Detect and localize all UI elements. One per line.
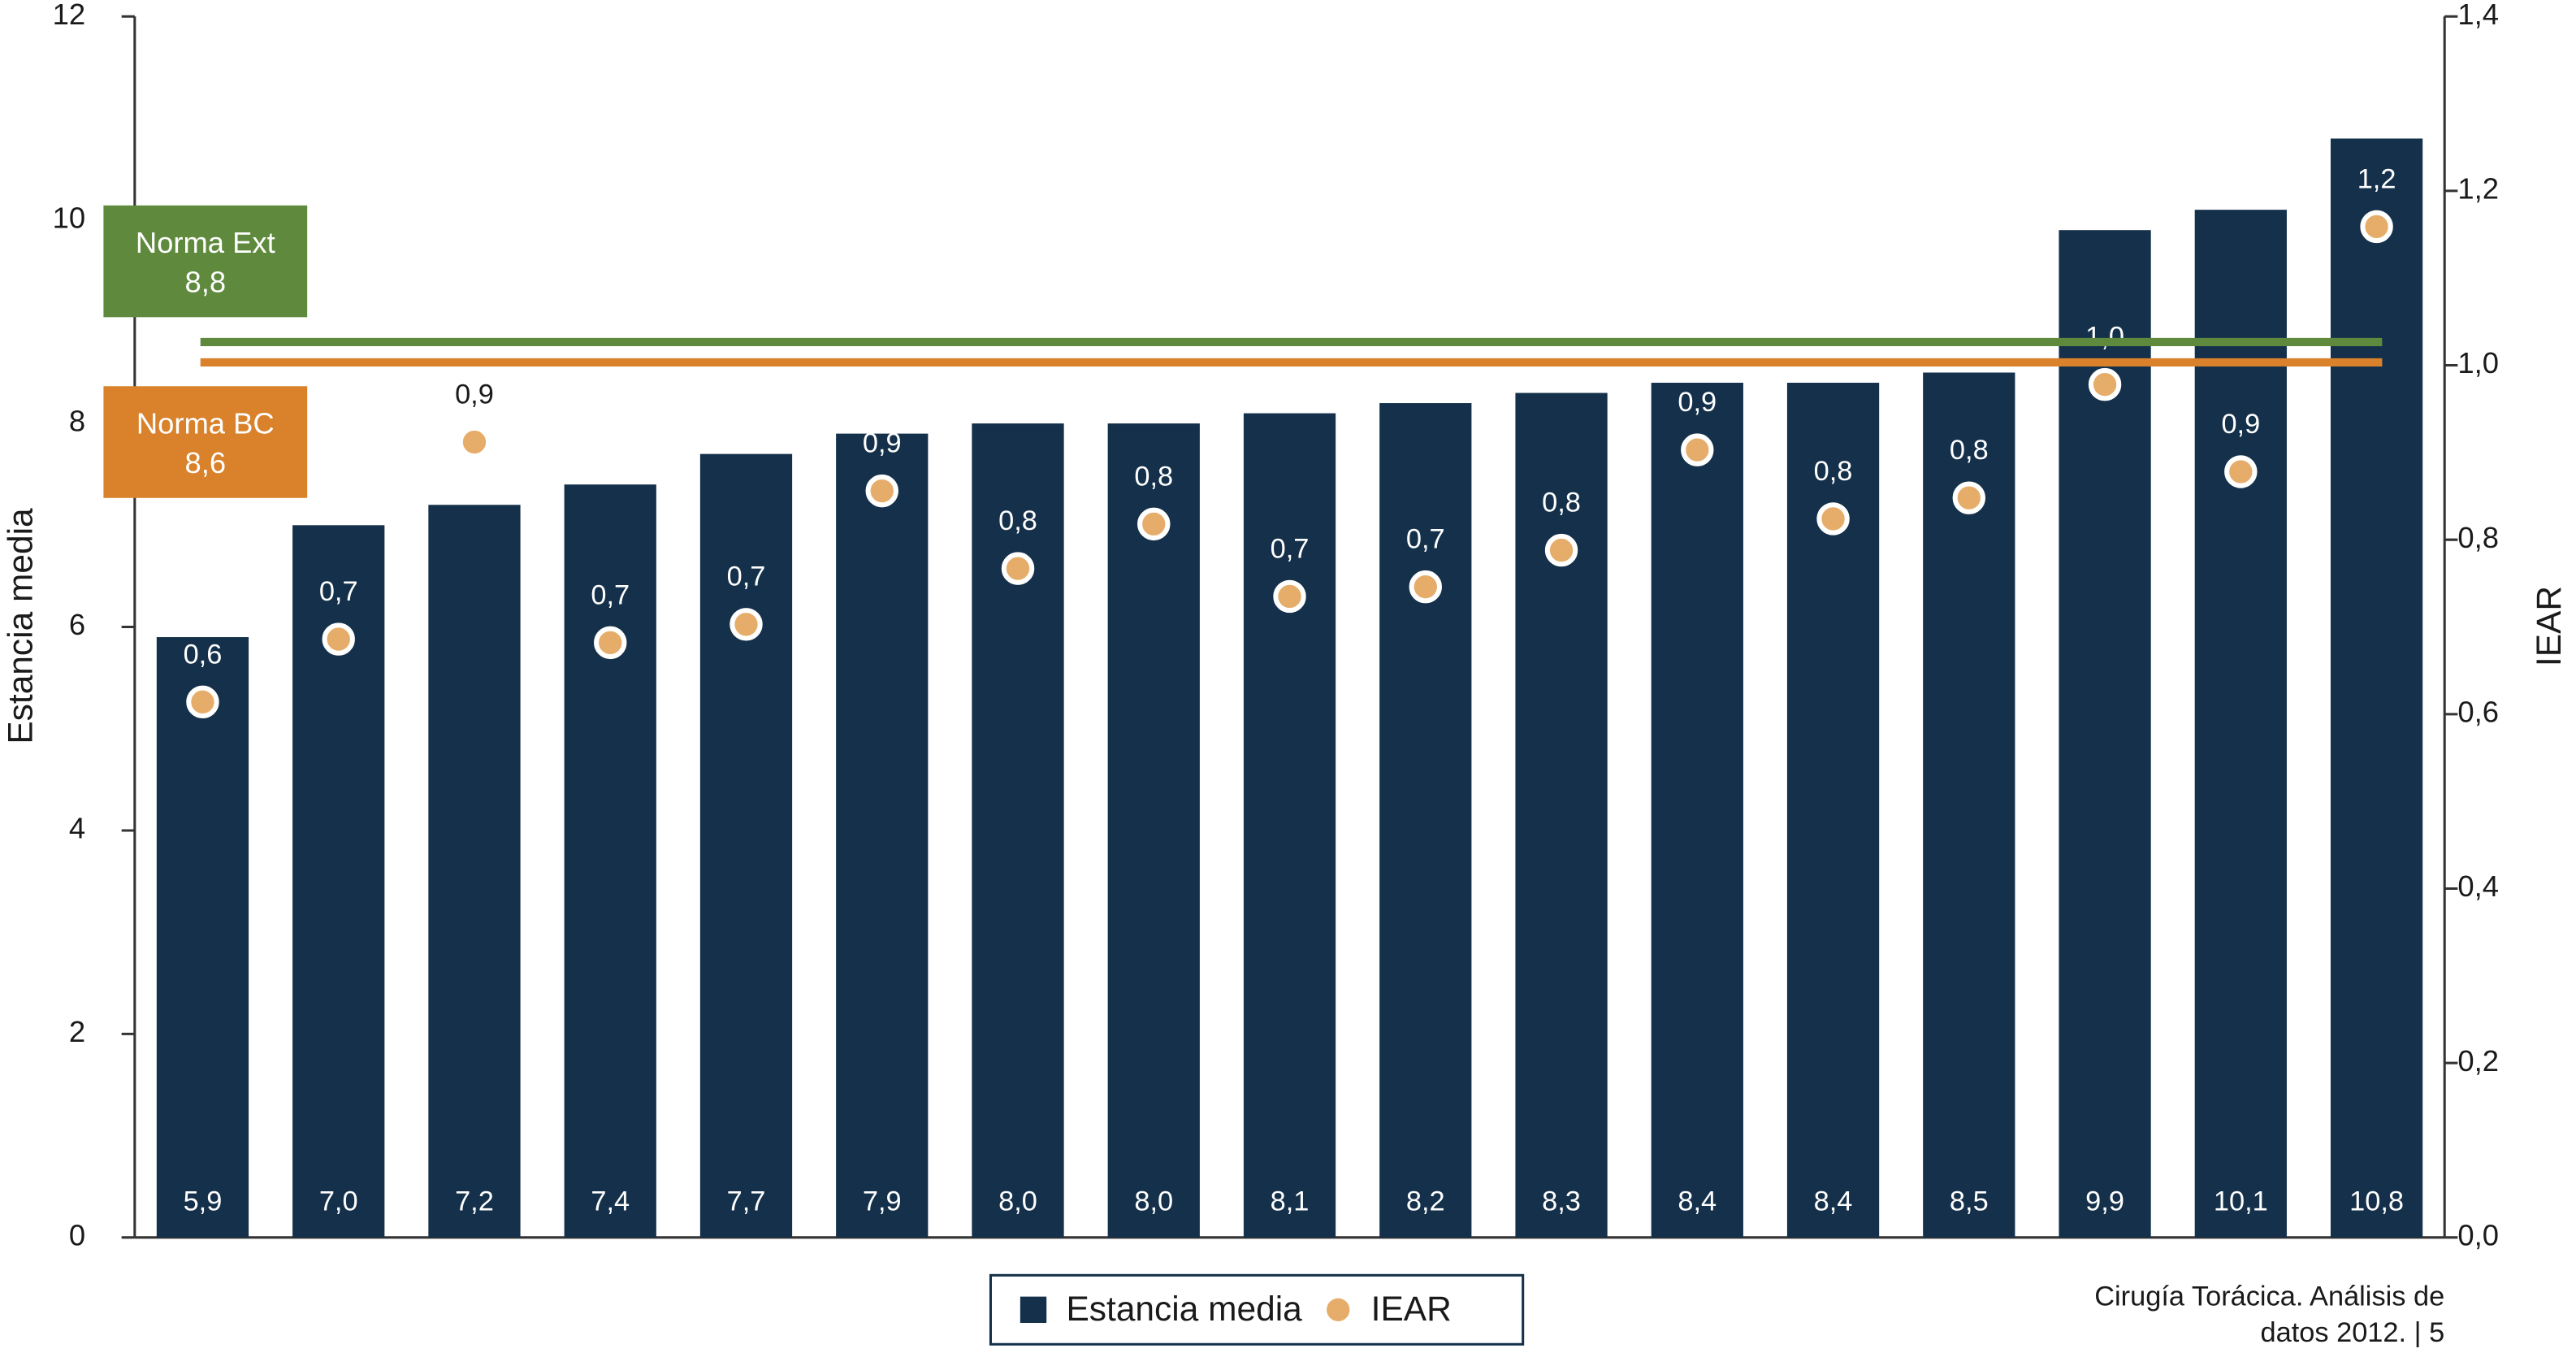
bar-value-label: 7,4 [591,1186,630,1216]
dot [457,425,491,459]
y2-tick-label: 1,2 [2457,171,2499,205]
reference-box [103,386,308,498]
dot-value-label: 1,0 [2085,322,2124,353]
legend-box [989,1273,1525,1346]
reference-name: Norma Ext [136,226,275,259]
bar [564,484,656,1238]
reference-value: 8,8 [184,265,226,298]
y2-tick-label: 0,6 [2457,695,2499,728]
bar [836,433,929,1238]
bar-value-label: 7,7 [727,1186,766,1216]
y-tick-label: 10 [53,201,85,234]
bar-value-label: 8,3 [1542,1186,1581,1216]
bar [2330,138,2423,1238]
dot-value-label: 0,9 [863,428,902,459]
y-tick-label: 12 [53,0,85,31]
dot [1544,533,1578,567]
y2-tick-label: 0,2 [2457,1044,2499,1078]
dot [2360,210,2393,244]
dot-value-label: 0,8 [998,505,1037,536]
dot [186,685,219,719]
dot-value-label: 0,6 [184,639,223,670]
dot-value-label: 0,9 [455,379,494,410]
dot [865,474,898,508]
reference-value: 8,6 [184,446,226,479]
bar [1243,413,1336,1238]
dot-value-label: 0,7 [1406,524,1445,555]
bar-value-label: 5,9 [184,1186,223,1216]
bar-value-label: 7,0 [319,1186,358,1216]
bar-value-label: 8,1 [1271,1186,1310,1216]
dot [2088,367,2122,401]
reference-box [103,205,308,318]
y-tick-label: 8 [69,405,85,438]
bar-value-label: 8,0 [1134,1186,1173,1216]
dot [1137,507,1171,541]
dot [1409,570,1443,604]
dot [1681,433,1714,466]
source-note: Cirugía Torácica. Análisis de [2094,1281,2444,1312]
dot-value-label: 0,8 [1134,461,1173,492]
bar-value-label: 8,0 [998,1186,1037,1216]
dot [1001,552,1035,585]
bar [1379,403,1472,1238]
y2-tick-label: 0,0 [2457,1218,2499,1251]
bar-value-label: 10,8 [2349,1186,2404,1216]
source-note: datos 2012. | 5 [2260,1317,2444,1348]
bar [428,505,521,1238]
y2-tick-label: 1,4 [2457,0,2499,31]
y-axis-label: Estancia media [2,508,40,744]
dot-value-label: 0,7 [727,562,766,592]
dot-value-label: 0,7 [319,576,358,607]
dot-value-label: 1,2 [2357,163,2396,194]
dot [322,622,355,656]
legend-label: IEAR [1371,1290,1452,1328]
y2-axis-label: IEAR [2530,586,2568,666]
y2-tick-label: 0,8 [2457,521,2499,554]
dot-value-label: 0,8 [1814,456,1853,487]
bar-value-label: 7,2 [455,1186,494,1216]
dot [730,608,763,641]
dot-value-label: 0,9 [2221,409,2260,440]
bar [156,637,249,1238]
bar-value-label: 7,9 [863,1186,902,1216]
y2-tick-label: 0,4 [2457,869,2499,903]
dot [1273,579,1306,614]
bar [699,453,793,1238]
legend-swatch [1327,1298,1350,1321]
dot [594,626,627,660]
dot-value-label: 0,7 [1271,533,1310,564]
bar-value-label: 8,5 [1950,1186,1989,1216]
dot-value-label: 0,8 [1950,435,1989,466]
bar [2194,210,2287,1238]
bar-value-label: 8,2 [1406,1186,1445,1216]
dot [2224,455,2258,488]
reference-name: Norma BC [136,406,275,440]
y2-tick-label: 1,0 [2457,346,2499,379]
y-tick-label: 0 [69,1218,85,1251]
dot-value-label: 0,9 [1678,387,1717,418]
bar [1651,383,1743,1238]
dot [1952,481,1986,514]
bar-value-label: 8,4 [1678,1186,1717,1216]
legend-swatch [1020,1296,1047,1323]
bar-value-label: 8,4 [1814,1186,1853,1216]
bar-value-label: 9,9 [2085,1186,2124,1216]
y-tick-label: 2 [69,1015,85,1048]
y-tick-label: 6 [69,608,85,641]
bar-value-label: 10,1 [2214,1186,2268,1216]
y-tick-label: 4 [69,812,85,845]
dot [1816,502,1850,536]
legend-label: Estancia media [1066,1290,1302,1328]
bar [1515,392,1608,1238]
bar [1923,372,2015,1238]
dot-value-label: 0,7 [591,579,630,610]
dot-value-label: 0,8 [1542,488,1581,518]
bar [1107,423,1200,1238]
bar [972,423,1064,1238]
